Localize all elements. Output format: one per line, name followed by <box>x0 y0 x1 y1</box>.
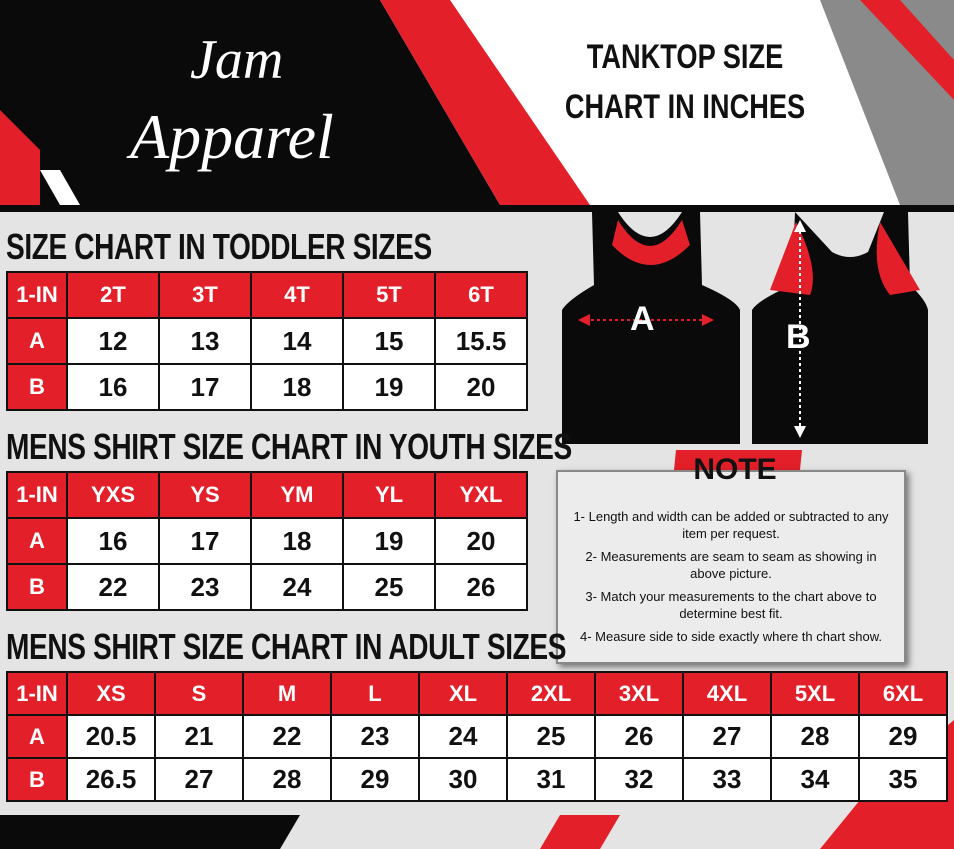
measurement: 21 <box>154 714 244 759</box>
column-header: L <box>330 671 420 716</box>
note-list: 1- Length and width can be added or subt… <box>558 472 904 645</box>
column-header: 2XL <box>506 671 596 716</box>
measurement: 26.5 <box>66 757 156 802</box>
measurement: 29 <box>858 714 948 759</box>
measurement: 24 <box>250 563 344 611</box>
measurement: 28 <box>770 714 860 759</box>
data-row: A 16 17 18 19 20 <box>6 517 528 565</box>
row-label: A <box>6 714 68 759</box>
column-header: YXL <box>434 471 528 519</box>
measurement: 16 <box>66 363 160 411</box>
measurement: 25 <box>506 714 596 759</box>
column-header: 3T <box>158 271 252 319</box>
header-row: 1-IN 2T 3T 4T 5T 6T <box>6 271 528 319</box>
note-item: 4- Measure side to side exactly where th… <box>579 629 883 644</box>
column-header: XS <box>66 671 156 716</box>
section-title: SIZE CHART IN TODDLER SIZES <box>6 226 432 267</box>
measurement: 18 <box>250 363 344 411</box>
measurement: 23 <box>158 563 252 611</box>
column-header: M <box>242 671 332 716</box>
measurement: 20 <box>434 363 528 411</box>
label-b: B <box>786 318 811 356</box>
measurement: 23 <box>330 714 420 759</box>
size-table: 1-IN YXS YS YM YL YXL A 16 17 18 19 20 B 22 23 24 25 26 <box>6 471 528 611</box>
row-label: A <box>6 517 68 565</box>
measurement: 19 <box>342 363 436 411</box>
header-title: TANKTOP SIZE CHART IN INCHES <box>537 32 833 132</box>
measurement: 25 <box>342 563 436 611</box>
measurement: 19 <box>342 517 436 565</box>
section-title: MENS SHIRT SIZE CHART IN ADULT SIZES <box>6 626 567 667</box>
header-title-line2: CHART IN INCHES <box>564 88 806 126</box>
note-box: 1- Length and width can be added or subt… <box>556 470 906 664</box>
column-header: 5XL <box>770 671 860 716</box>
note-title: NOTE <box>693 453 777 486</box>
data-row: A 20.5 21 22 23 24 25 26 27 28 29 <box>6 714 948 759</box>
column-header: 2T <box>66 271 160 319</box>
row-label: B <box>6 563 68 611</box>
measurement: 27 <box>154 757 244 802</box>
column-header: YXS <box>66 471 160 519</box>
data-row: B 16 17 18 19 20 <box>6 363 528 411</box>
size-table: 1-IN XS S M L XL 2XL 3XL 4XL 5XL 6XL A 20.5 21 22 23 24 2… <box>6 671 948 802</box>
measurement: 33 <box>682 757 772 802</box>
measurement: 22 <box>242 714 332 759</box>
brand-line2: Apparel <box>130 101 334 172</box>
measurement: 18 <box>250 517 344 565</box>
measurement: 35 <box>858 757 948 802</box>
measurement: 14 <box>250 317 344 365</box>
measurement: 32 <box>594 757 684 802</box>
note-item: 1- Length and width can be added or subt… <box>573 509 889 541</box>
column-header: YS <box>158 471 252 519</box>
header-row: 1-IN XS S M L XL 2XL 3XL 4XL 5XL 6XL <box>6 671 948 716</box>
section-title: MENS SHIRT SIZE CHART IN YOUTH SIZES <box>6 426 572 467</box>
measurement: 26 <box>434 563 528 611</box>
brand-line1: Jam <box>190 29 284 91</box>
column-header: 4T <box>250 271 344 319</box>
measurement: 34 <box>770 757 860 802</box>
measurement: 29 <box>330 757 420 802</box>
measurement: 17 <box>158 517 252 565</box>
note-item: 2- Measurements are seam to seam as show… <box>585 549 877 581</box>
header-row: 1-IN YXS YS YM YL YXL <box>6 471 528 519</box>
corner-cell: 1-IN <box>6 671 68 716</box>
column-header: 4XL <box>682 671 772 716</box>
measurement: 24 <box>418 714 508 759</box>
column-header: 6T <box>434 271 528 319</box>
measurement: 16 <box>66 517 160 565</box>
measurement: 26 <box>594 714 684 759</box>
data-row: B 22 23 24 25 26 <box>6 563 528 611</box>
column-header: 6XL <box>858 671 948 716</box>
measurement: 15 <box>342 317 436 365</box>
column-header: YL <box>342 471 436 519</box>
measurement: 13 <box>158 317 252 365</box>
note-item: 3- Match your measurements to the chart … <box>585 589 877 621</box>
corner-cell: 1-IN <box>6 471 68 519</box>
column-header: S <box>154 671 244 716</box>
measurement: 20 <box>434 517 528 565</box>
header-title-line1: TANKTOP SIZE <box>586 38 784 76</box>
measurement: 27 <box>682 714 772 759</box>
corner-cell: 1-IN <box>6 271 68 319</box>
measurement: 20.5 <box>66 714 156 759</box>
size-table: 1-IN 2T 3T 4T 5T 6T A 12 13 14 15 15.5 B 16 17 18 19 20 <box>6 271 528 411</box>
column-header: 5T <box>342 271 436 319</box>
measurement: 22 <box>66 563 160 611</box>
column-header: YM <box>250 471 344 519</box>
measurement: 15.5 <box>434 317 528 365</box>
row-label: B <box>6 757 68 802</box>
label-a: A <box>630 300 655 338</box>
measurement: 12 <box>66 317 160 365</box>
measurement: 30 <box>418 757 508 802</box>
row-label: A <box>6 317 68 365</box>
data-row: A 12 13 14 15 15.5 <box>6 317 528 365</box>
measurement: 31 <box>506 757 596 802</box>
data-row: B 26.5 27 28 29 30 31 32 33 34 35 <box>6 757 948 802</box>
column-header: XL <box>418 671 508 716</box>
measurement: 17 <box>158 363 252 411</box>
measurement: 28 <box>242 757 332 802</box>
row-label: B <box>6 363 68 411</box>
column-header: 3XL <box>594 671 684 716</box>
